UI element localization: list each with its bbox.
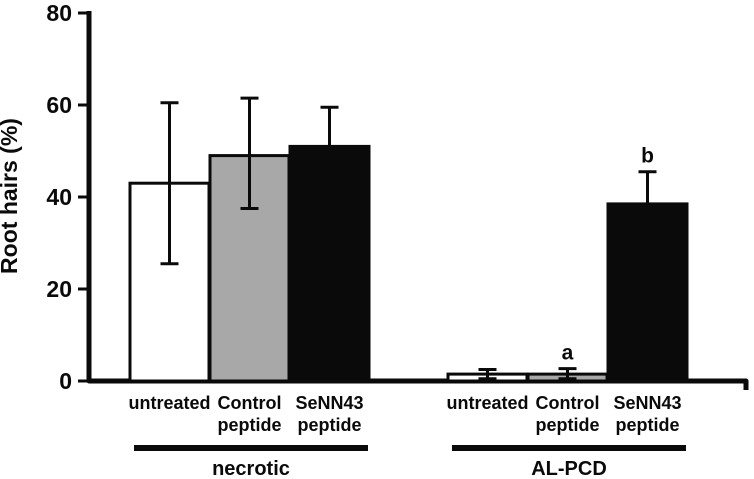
y-tick-label-40: 40 — [46, 184, 72, 210]
bar-label-necrotic-untreated: untreated — [128, 393, 210, 413]
bar-label-line2-necrotic-control-peptide: peptide — [217, 415, 281, 435]
group-label-necrotic: necrotic — [212, 458, 290, 479]
y-tick-label-60: 60 — [46, 92, 72, 118]
y-tick-label-0: 0 — [59, 368, 72, 394]
y-tick-label-80: 80 — [46, 0, 72, 26]
significance-letter-a: a — [562, 342, 574, 365]
bar-label-line2-necrotic-senn43-peptide: peptide — [297, 415, 361, 435]
bar-label-al-pcd-control-peptide: Control — [536, 393, 600, 413]
bar-label-necrotic-control-peptide: Control — [218, 393, 282, 413]
y-axis-title: Root hairs (%) — [0, 118, 22, 274]
bar-label-line2-al-pcd-senn43-peptide: peptide — [615, 415, 679, 435]
bar-label-al-pcd-untreated: untreated — [446, 393, 528, 413]
bar-label-necrotic-senn43-peptide: SeNN43 — [295, 393, 363, 413]
group-label-al-pcd: AL-PCD — [531, 458, 607, 479]
bar-label-line2-al-pcd-control-peptide: peptide — [535, 415, 599, 435]
y-tick-label-20: 20 — [46, 276, 72, 302]
bar-label-al-pcd-senn43-peptide: SeNN43 — [613, 393, 681, 413]
significance-letter-b: b — [641, 145, 654, 168]
